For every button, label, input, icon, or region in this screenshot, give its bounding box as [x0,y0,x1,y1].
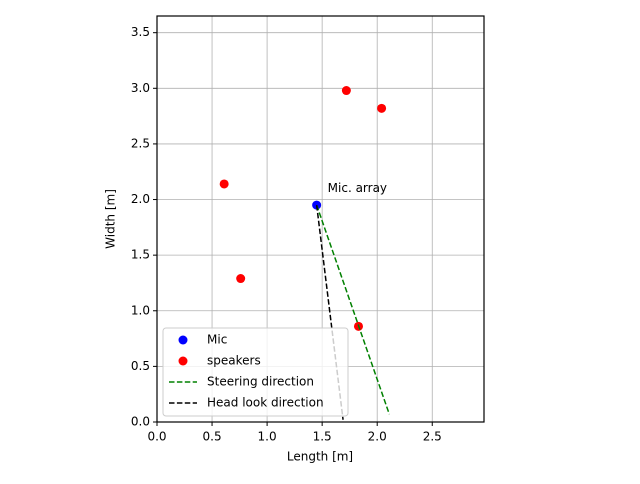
point [377,103,387,113]
x-tick-label: 2.0 [368,430,387,444]
x-tick-label: 1.0 [258,430,277,444]
legend-label: speakers [207,354,261,368]
direction-line [315,205,344,420]
y-tick-label: 2.5 [131,136,150,150]
legend-label: Mic [207,333,227,347]
x-tick-label: 0.5 [203,430,222,444]
point [236,274,246,284]
legend: Mic speakers Steering direction Head look d… [162,327,349,417]
legend-label: Steering direction [207,375,314,389]
annotation: Mic. array [328,181,387,195]
x-tick-label: 2.5 [423,430,442,444]
point [341,86,351,96]
point [219,179,229,189]
y-tick-label: 3.0 [131,81,150,95]
x-axis-label: Length [m] [287,450,353,464]
y-tick-label: 0.5 [131,359,150,373]
y-tick-label: 3.5 [131,25,150,39]
y-tick-label: 2.0 [131,192,150,206]
x-tick-label: 0.0 [147,430,166,444]
direction-line [315,204,391,415]
legend-box [162,327,349,417]
y-tick-label: 1.0 [131,303,150,317]
legend-swatch [178,335,188,345]
legend-label: Head look direction [207,396,324,410]
y-tick-label: 0.0 [131,415,150,429]
legend-swatch [178,356,188,366]
plot-frame [156,15,485,423]
y-axis-label: Width [m] [104,189,118,249]
y-tick-label: 1.5 [131,248,150,262]
x-tick-label: 1.5 [313,430,332,444]
